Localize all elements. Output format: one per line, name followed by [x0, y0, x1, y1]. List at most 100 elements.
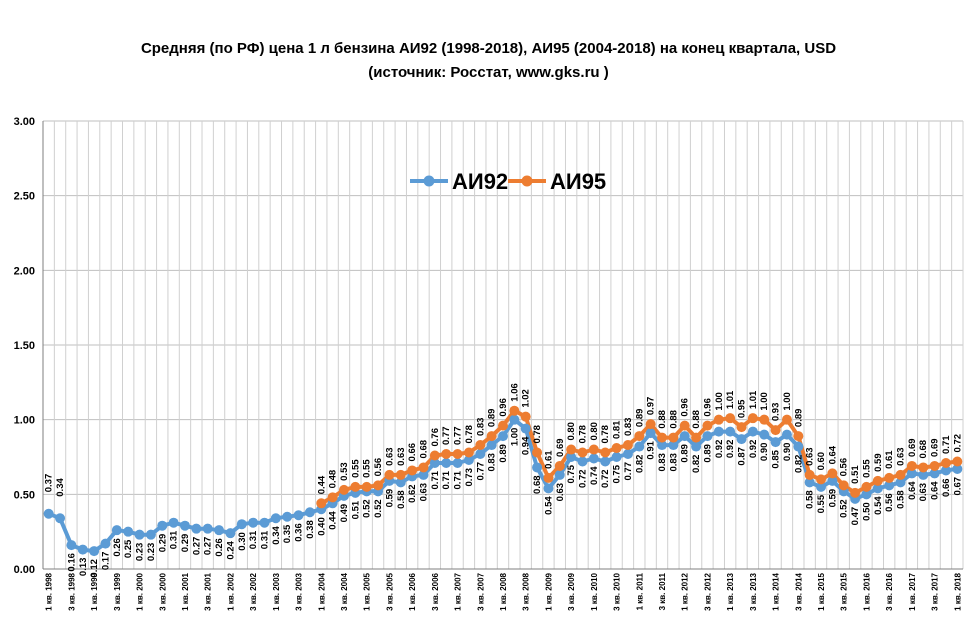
- ai92-data-label: 0.89: [498, 444, 509, 463]
- ai92-data-label: 0.52: [362, 499, 373, 518]
- ai95-point: [781, 414, 792, 425]
- ai92-data-label: 0.58: [805, 490, 816, 509]
- ai95-point: [418, 462, 429, 473]
- ai92-point: [895, 477, 906, 488]
- ai95-point: [702, 420, 713, 431]
- ai92-data-label: 0.75: [612, 464, 623, 483]
- ai95-point: [588, 444, 599, 455]
- ai92-data-label: 0.91: [646, 440, 657, 459]
- ai92-point: [600, 456, 611, 467]
- ai95-point: [691, 432, 702, 443]
- ai95-point: [520, 411, 531, 422]
- ai95-point: [861, 481, 872, 492]
- ai92-data-label: 0.38: [305, 520, 316, 539]
- ai95-point: [441, 449, 452, 460]
- ai95-data-label: 0.55: [362, 459, 373, 478]
- ai95-data-label: 0.96: [702, 398, 713, 417]
- ai95-data-label: 1.06: [509, 383, 520, 402]
- ai95-data-label: 0.88: [691, 410, 702, 429]
- ai95-point: [725, 413, 736, 424]
- ai92-point: [66, 540, 77, 551]
- ai92-point: [111, 525, 122, 536]
- ai95-point: [918, 462, 929, 473]
- ai95-point: [634, 431, 645, 442]
- x-tick-label: 1 кв. 2003: [272, 572, 281, 610]
- ai92-point: [747, 426, 758, 437]
- ai95-data-label: 0.93: [771, 403, 782, 422]
- ai95-data-label: 0.80: [566, 422, 577, 441]
- ai95-data-label: 0.95: [737, 399, 748, 418]
- ai95-point: [747, 413, 758, 424]
- ai95-data-label: 0.78: [464, 425, 475, 444]
- ai95-point: [361, 481, 372, 492]
- ai92-point: [872, 483, 883, 494]
- ai92-point: [781, 429, 792, 440]
- ai95-point: [884, 472, 895, 483]
- ai95-data-label: 0.63: [396, 447, 407, 466]
- ai92-point: [168, 517, 179, 528]
- ai95-point: [452, 449, 463, 460]
- x-tick-label: 1 кв. 2013: [726, 572, 735, 610]
- ai95-point: [475, 440, 486, 451]
- ai92-data-label: 0.50: [861, 502, 872, 521]
- ai92-data-label: 0.59: [827, 489, 838, 508]
- ai95-point: [429, 450, 440, 461]
- ai92-point: [952, 463, 963, 474]
- ai92-point: [634, 441, 645, 452]
- x-tick-label: 3 кв. 2015: [840, 572, 849, 610]
- ai92-data-label: 0.47: [850, 507, 861, 526]
- ai92-point: [123, 526, 134, 537]
- legend: АИ92 АИ95: [410, 169, 606, 194]
- x-tick-label: 1 кв. 2009: [544, 572, 553, 610]
- ai92-point: [543, 483, 554, 494]
- ai95-point: [929, 460, 940, 471]
- ai92-point: [248, 517, 259, 528]
- x-tick-label: 1 кв. 2001: [181, 572, 190, 610]
- ai95-point: [395, 469, 406, 480]
- ai95-point: [668, 432, 679, 443]
- ai92-data-label: 0.55: [816, 494, 827, 513]
- ai92-point: [43, 508, 54, 519]
- ai92-point: [566, 452, 577, 462]
- ai95-data-label: 0.88: [668, 410, 679, 429]
- ai95-data-label: 0.97: [646, 397, 657, 416]
- ai95-data-label: 0.51: [850, 465, 861, 484]
- ai92-data-label: 0.68: [532, 475, 543, 494]
- ai92-data-label: 0.75: [566, 464, 577, 483]
- ai92-data-label: 1.00: [509, 428, 520, 447]
- ai95-point: [543, 472, 554, 483]
- y-tick-label: 2.00: [14, 265, 35, 277]
- ai92-data-label: 0.58: [396, 490, 407, 509]
- ai92-point: [509, 414, 520, 425]
- x-tick-label: 3 кв. 2007: [476, 572, 485, 610]
- ai92-data-label: 0.92: [725, 440, 736, 459]
- ai95-data-label: 0.68: [418, 440, 429, 459]
- series-points: [43, 405, 963, 557]
- ai92-data-label: 0.82: [793, 455, 804, 474]
- ai92-data-label: 0.23: [146, 543, 157, 562]
- ai95-data-label: 0.59: [873, 453, 884, 472]
- ai92-point: [89, 546, 100, 557]
- ai92-point: [520, 423, 531, 434]
- ai95-point: [645, 419, 656, 430]
- ai92-data-label: 0.85: [771, 449, 782, 468]
- x-tick-label: 3 кв. 1998: [67, 572, 76, 610]
- ai92-data-label: 0.30: [237, 532, 248, 551]
- y-tick-label: 2.50: [14, 191, 35, 203]
- x-tick-label: 1 кв. 2016: [862, 572, 871, 610]
- x-tick-label: 3 кв. 2009: [567, 572, 576, 610]
- x-tick-label: 3 кв. 2005: [385, 572, 394, 610]
- ai92-data-label: 0.82: [634, 455, 645, 474]
- ai92-point: [929, 468, 940, 479]
- ai92-data-label: 0.24: [225, 540, 236, 559]
- ai95-data-label: 0.69: [930, 438, 941, 457]
- x-tick-label: 3 кв. 2004: [340, 572, 349, 610]
- ai92-data-label: 0.92: [714, 440, 725, 459]
- ai95-data-label: 0.72: [952, 434, 963, 453]
- ai92-point: [611, 452, 622, 462]
- ai95-point: [554, 460, 565, 471]
- ai95-data-label: 0.81: [612, 420, 623, 439]
- ai92-point: [486, 440, 497, 451]
- ai92-data-label: 0.16: [66, 553, 77, 572]
- ai92-point: [816, 481, 827, 492]
